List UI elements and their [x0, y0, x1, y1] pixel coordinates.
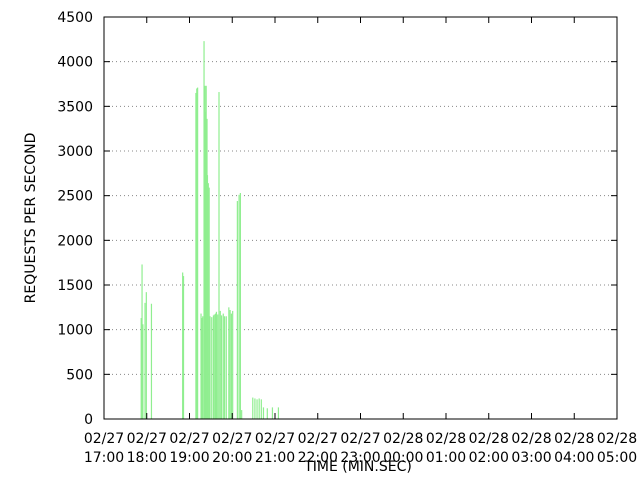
- x-tick-label-time: 01:00: [426, 450, 466, 466]
- x-tick-label-time: 18:00: [127, 450, 167, 466]
- y-axis-label: REQUESTS PER SECOND: [23, 133, 39, 304]
- bar: [195, 92, 197, 419]
- x-tick-label-date: 02/28: [597, 431, 637, 447]
- bar: [204, 85, 206, 419]
- bar: [207, 183, 209, 419]
- bar: [215, 311, 218, 419]
- bar: [212, 315, 215, 419]
- grid-lines: [104, 61, 617, 375]
- bar: [230, 313, 232, 419]
- y-tick-label: 3500: [57, 99, 93, 115]
- bar: [277, 407, 280, 419]
- x-tick-label-date: 02/27: [169, 431, 209, 447]
- y-tick-label: 1500: [57, 278, 93, 294]
- bar: [140, 318, 142, 419]
- x-tick-label-time: 05:00: [597, 450, 637, 466]
- x-tick-label-time: 23:00: [340, 450, 380, 466]
- bar: [229, 310, 231, 419]
- x-tick-label-time: 20:00: [212, 450, 252, 466]
- x-tick-label-date: 02/28: [426, 431, 466, 447]
- bar: [205, 85, 207, 419]
- x-tick-label-date: 02/27: [84, 431, 124, 447]
- bar: [239, 192, 241, 419]
- bar: [144, 302, 146, 419]
- x-tick-label-time: 04:00: [554, 450, 594, 466]
- bar: [220, 315, 223, 419]
- y-tick-label: 4000: [57, 55, 93, 71]
- bar: [211, 317, 213, 419]
- x-axis-label: TIME (MIN.SEC): [303, 459, 412, 475]
- bar: [219, 310, 221, 419]
- bar: [209, 316, 211, 419]
- plot-border: [103, 16, 618, 420]
- y-tick-label: 3000: [57, 144, 93, 160]
- bar: [258, 398, 260, 419]
- bar: [222, 313, 224, 419]
- y-tick-label: 500: [66, 367, 93, 383]
- x-tick-label-date: 02/27: [127, 431, 167, 447]
- bar: [217, 314, 219, 419]
- x-tick-label-date: 02/28: [383, 431, 423, 447]
- bar: [182, 272, 184, 419]
- x-tick-label-time: 03:00: [511, 450, 551, 466]
- bar: [218, 92, 220, 419]
- y-tick-label: 1000: [57, 323, 93, 339]
- bar: [208, 187, 210, 419]
- x-tick-label-time: 21:00: [255, 450, 295, 466]
- x-tick-label-time: 02:00: [469, 450, 509, 466]
- x-tick-label-date: 02/27: [340, 431, 380, 447]
- y-tick-label: 2000: [57, 233, 93, 249]
- x-tick-label-time: 17:00: [84, 450, 124, 466]
- bar: [203, 41, 205, 420]
- bar: [271, 407, 274, 419]
- bar: [197, 87, 199, 419]
- bar: [256, 399, 258, 419]
- bar: [225, 316, 227, 419]
- bar: [145, 292, 147, 419]
- bar: [252, 397, 254, 419]
- plot-frame: [103, 16, 618, 420]
- bar: [213, 314, 215, 419]
- y-axis-ticks: 0 500 1000 1500 2000 2500 3000 3500 4000 4500: [57, 10, 617, 428]
- bar: [228, 307, 230, 419]
- bar: [141, 264, 143, 419]
- x-tick-label-time: 19:00: [169, 450, 209, 466]
- y-tick-label: 2500: [57, 189, 93, 205]
- bar: [232, 310, 234, 419]
- y-tick-label: 0: [84, 412, 93, 428]
- bar: [182, 276, 185, 419]
- bar-series: [140, 41, 280, 420]
- bar: [196, 88, 198, 419]
- bar: [202, 316, 204, 419]
- bar: [260, 399, 262, 419]
- y-tick-label: 4500: [57, 10, 93, 26]
- bar: [266, 408, 268, 419]
- bar: [150, 303, 153, 419]
- x-axis-ticks: 02/2717:0002/2718:0002/2719:0002/2720:00…: [84, 17, 637, 466]
- bar: [241, 410, 243, 419]
- x-tick-label-time: 22:00: [298, 450, 338, 466]
- x-tick-label-date: 02/28: [511, 431, 551, 447]
- bar: [200, 313, 202, 419]
- bar: [262, 407, 265, 419]
- bar: [223, 316, 226, 419]
- bar: [142, 324, 144, 419]
- x-tick-label-time: 00:00: [383, 450, 423, 466]
- bar: [254, 398, 256, 419]
- bar: [236, 201, 238, 419]
- x-tick-label-date: 02/27: [212, 431, 252, 447]
- x-tick-label-date: 02/28: [469, 431, 509, 447]
- bar: [214, 313, 217, 419]
- x-tick-label-date: 02/27: [298, 431, 338, 447]
- bar: [206, 175, 209, 419]
- bar: [238, 194, 240, 419]
- x-tick-label-date: 02/27: [255, 431, 295, 447]
- bar: [201, 318, 203, 419]
- x-tick-label-date: 02/28: [554, 431, 594, 447]
